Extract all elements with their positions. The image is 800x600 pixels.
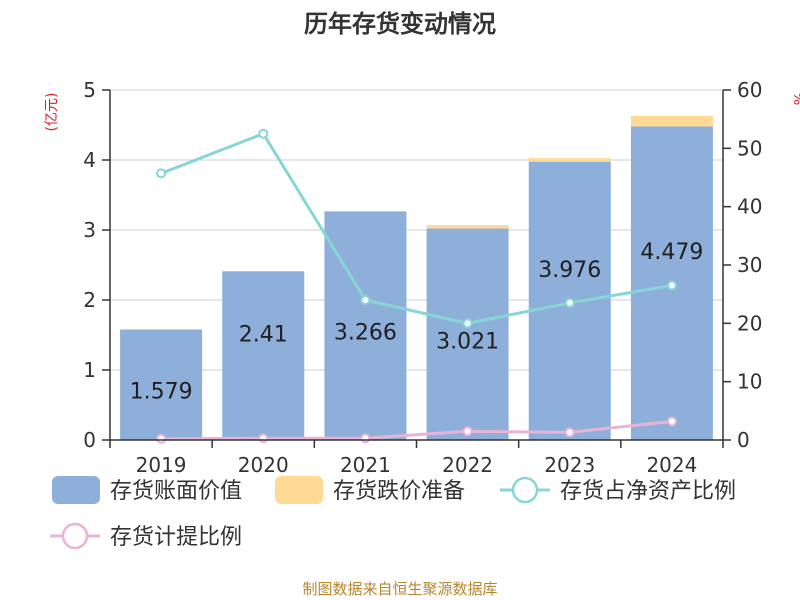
bar-value-label: 2.41 <box>239 323 288 348</box>
right-axis-unit: % <box>790 92 800 105</box>
bar-value-label: 4.479 <box>640 240 703 265</box>
x-tick-label: 2019 <box>136 453 187 477</box>
bar-book-value <box>324 211 407 440</box>
bar-value-label: 3.021 <box>436 329 499 354</box>
left-axis-unit: (亿元) <box>44 93 60 132</box>
series-line <box>161 419 673 441</box>
bar-impairment-provision <box>426 225 509 229</box>
legend-marker <box>511 476 539 504</box>
legend-marker <box>61 522 89 550</box>
legend-swatch <box>275 476 323 504</box>
series-point <box>360 433 371 444</box>
bar-book-value <box>222 271 305 440</box>
bar-value-label: 3.976 <box>538 258 601 283</box>
series-point <box>666 280 677 291</box>
series-line <box>160 131 673 325</box>
legend-label: 存货账面价值 <box>110 479 242 504</box>
right-tick-label: 40 <box>737 195 762 219</box>
right-tick-label: 60 <box>737 78 762 102</box>
series-point <box>258 433 269 444</box>
legend-label: 存货占净资产比例 <box>560 479 736 504</box>
right-tick-label: 50 <box>737 136 762 160</box>
right-tick-label: 30 <box>737 253 762 277</box>
chart-title: 历年存货变动情况 <box>304 10 496 38</box>
series-point <box>360 295 371 305</box>
series-point <box>564 297 575 308</box>
bar-impairment-provision <box>630 115 713 127</box>
legend-label: 存货计提比例 <box>110 525 242 550</box>
gridlines <box>110 89 723 371</box>
x-tick-label: 2022 <box>442 453 493 477</box>
bar-book-value <box>426 228 509 440</box>
bars <box>120 115 713 440</box>
series-point <box>666 416 677 427</box>
bar-impairment-provision <box>528 158 611 162</box>
series-point <box>156 168 167 179</box>
left-tick-label: 2 <box>83 288 96 312</box>
bar-value-label: 1.579 <box>130 380 193 405</box>
right-tick-label: 0 <box>737 428 750 452</box>
series-point <box>156 433 167 444</box>
left-tick-label: 0 <box>83 428 96 452</box>
series-point <box>564 427 575 438</box>
data-source-note: 制图数据来自恒生聚源数据库 <box>302 580 497 598</box>
right-tick-label: 10 <box>737 370 762 394</box>
series-point <box>462 426 473 437</box>
left-tick-label: 4 <box>83 148 96 172</box>
x-tick-label: 2023 <box>544 453 595 477</box>
bar-value-label: 3.266 <box>334 321 397 346</box>
left-tick-label: 1 <box>83 358 96 382</box>
right-tick-label: 20 <box>737 311 762 335</box>
left-tick-label: 3 <box>83 218 96 242</box>
x-tick-label: 2024 <box>646 453 697 477</box>
legend-label: 存货跌价准备 <box>333 479 465 504</box>
x-tick-label: 2020 <box>238 453 289 477</box>
lines <box>156 128 677 444</box>
x-tick-label: 2021 <box>340 453 391 477</box>
series-point <box>258 128 269 139</box>
bar-labels: 1.579 2.41 3.266 3.021 3.976 4.479 <box>130 240 704 405</box>
left-tick-label: 5 <box>83 78 96 102</box>
series-point <box>462 318 473 329</box>
legend-swatch <box>52 476 100 504</box>
bar-book-value <box>120 329 203 440</box>
